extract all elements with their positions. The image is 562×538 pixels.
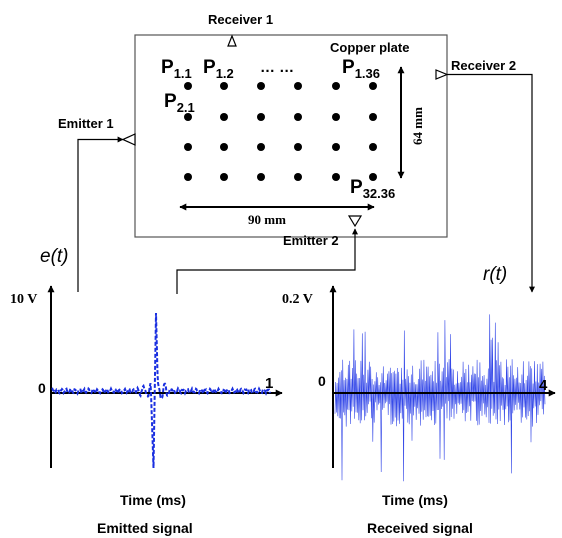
point-label-p1-36: P1.36 <box>342 57 380 81</box>
hole-point <box>369 113 377 121</box>
emitted-waveform <box>51 312 271 469</box>
emitter-2: Emitter 2 <box>176 215 363 294</box>
hole-point <box>369 173 377 181</box>
height-dimension-label: 64 mm <box>410 107 425 145</box>
receiver-2-label: Receiver 2 <box>451 58 516 73</box>
receiver-1-label: Receiver 1 <box>208 12 273 27</box>
hole-point <box>257 173 265 181</box>
width-dimension-label: 90 mm <box>248 212 286 227</box>
receiver-1: Receiver 1 <box>208 12 273 47</box>
hole-point <box>294 143 302 151</box>
hole-point <box>294 113 302 121</box>
hole-point <box>220 113 228 121</box>
receiver-2-transducer-icon <box>435 69 449 80</box>
point-label-p1-1: P1.1 <box>161 57 192 81</box>
hole-point <box>294 82 302 90</box>
received-zero-label: 0 <box>318 373 326 389</box>
emitter-2-label: Emitter 2 <box>283 233 339 248</box>
emitted-xlabel: Time (ms) <box>120 492 186 508</box>
hole-point <box>257 143 265 151</box>
hole-point <box>220 82 228 90</box>
received-signal-plot: r(t) 0.2 V 0 4 Time (ms) Received signal <box>282 264 556 536</box>
emitter-1: Emitter 1 <box>58 116 136 292</box>
hole-point <box>332 173 340 181</box>
hole-point <box>332 143 340 151</box>
hole-point <box>369 82 377 90</box>
hole-point <box>332 82 340 90</box>
emitter-1-cable <box>77 136 124 292</box>
hole-point <box>184 173 192 181</box>
received-xlabel: Time (ms) <box>382 492 448 508</box>
hole-point <box>257 113 265 121</box>
ellipsis-label: … … <box>260 59 294 76</box>
emitted-signal-plot: e(t) 10 V 0 1 Time (ms) Emitted signal <box>10 246 283 536</box>
received-xend-label: 4 <box>539 377 548 394</box>
emitted-zero-label: 0 <box>38 380 46 396</box>
plate-label: Copper plate <box>330 40 409 55</box>
received-waveform <box>334 314 546 482</box>
emitter-1-transducer-icon <box>121 133 136 146</box>
emitter-2-transducer-icon <box>347 215 363 228</box>
hole-point <box>184 143 192 151</box>
receiver-1-transducer-icon <box>227 34 237 47</box>
receiver-2-cable <box>447 73 535 293</box>
received-title: Received signal <box>367 520 473 536</box>
received-function-label: r(t) <box>483 264 507 285</box>
point-label-p2-1: P2.1 <box>164 91 195 115</box>
copper-plate: Copper plate P1.1 P1.2 … … P1.36 P2.1 P3… <box>134 34 448 238</box>
received-ymax-label: 0.2 V <box>282 292 313 307</box>
receiver-2: Receiver 2 <box>435 58 535 293</box>
hole-point <box>332 113 340 121</box>
hole-point <box>220 143 228 151</box>
hole-grid <box>184 82 377 181</box>
hole-point <box>220 173 228 181</box>
emitted-title: Emitted signal <box>97 520 193 536</box>
hole-point <box>184 113 192 121</box>
hole-point <box>369 143 377 151</box>
emitted-xend-label: 1 <box>265 375 273 392</box>
point-label-p1-2: P1.2 <box>203 57 234 81</box>
hole-point <box>257 82 265 90</box>
emitted-ymax-label: 10 V <box>10 292 37 307</box>
emitter-1-label: Emitter 1 <box>58 116 114 131</box>
point-label-p32-36: P32.36 <box>350 177 395 201</box>
hole-point <box>294 173 302 181</box>
hole-point <box>184 82 192 90</box>
emitted-function-label: e(t) <box>40 246 69 267</box>
emitter-2-cable <box>176 228 358 294</box>
